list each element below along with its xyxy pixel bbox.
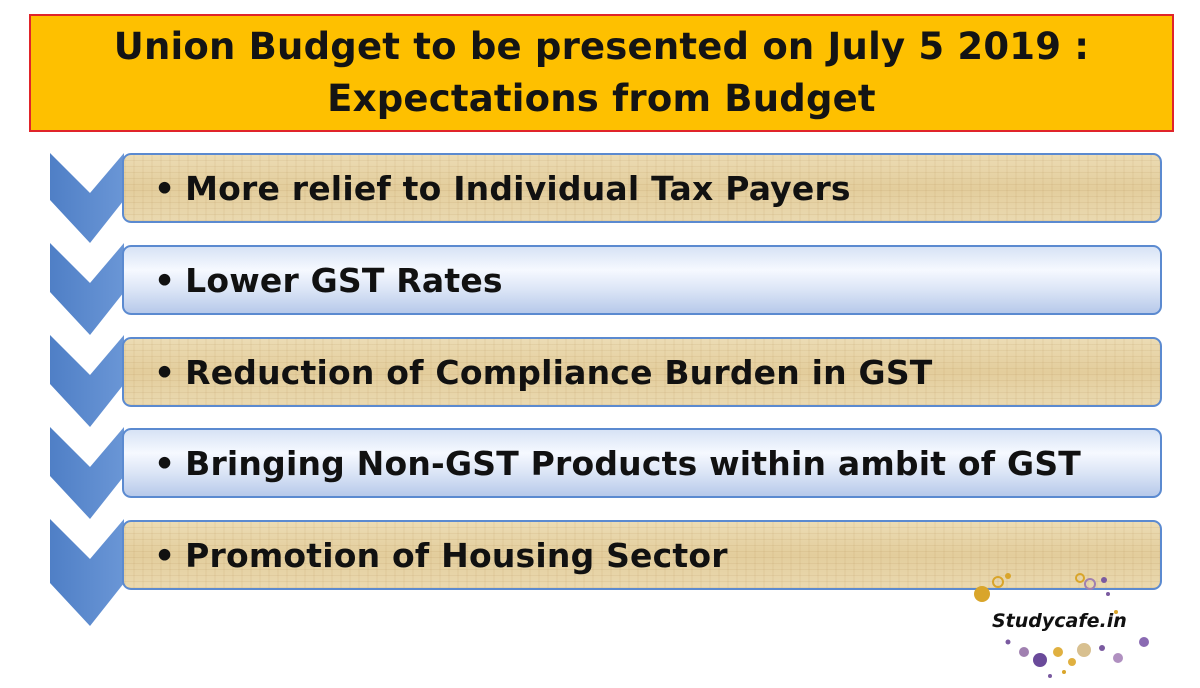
list-item-text: More relief to Individual Tax Payers — [185, 168, 851, 208]
title-banner: Union Budget to be presented on July 5 2… — [29, 14, 1174, 132]
bullet: • — [154, 535, 176, 575]
list-item-2: • Lower GST Rates — [122, 245, 1162, 315]
list-item-text: Reduction of Compliance Burden in GST — [185, 352, 933, 392]
logo-text: Studycafe.in — [992, 610, 1127, 632]
bullet: • — [154, 260, 176, 300]
bullet: • — [154, 352, 176, 392]
list-item-text: Bringing Non-GST Products within ambit o… — [185, 443, 1082, 483]
bullet: • — [154, 168, 176, 208]
list-item-5: • Promotion of Housing Sector — [122, 520, 1162, 590]
logo-dots-icon — [974, 573, 1149, 678]
chevron-5 — [50, 519, 124, 626]
chevron-4 — [50, 427, 124, 519]
title-line-1: Union Budget to be presented on July 5 2… — [113, 25, 1090, 68]
chevron-column — [50, 153, 124, 626]
bullet: • — [154, 443, 176, 483]
list-item-1: • More relief to Individual Tax Payers — [122, 153, 1162, 223]
studycafe-logo: Studycafe.in — [968, 572, 1158, 682]
title-line-2: Expectations from Budget — [327, 77, 876, 120]
chevron-2 — [50, 243, 124, 335]
list-item-text: Promotion of Housing Sector — [185, 535, 728, 575]
chevron-1 — [50, 153, 124, 243]
chevron-3 — [50, 335, 124, 427]
list-item-4: • Bringing Non-GST Products within ambit… — [122, 428, 1162, 498]
list-item-text: Lower GST Rates — [185, 260, 503, 300]
list-item-3: • Reduction of Compliance Burden in GST — [122, 337, 1162, 407]
